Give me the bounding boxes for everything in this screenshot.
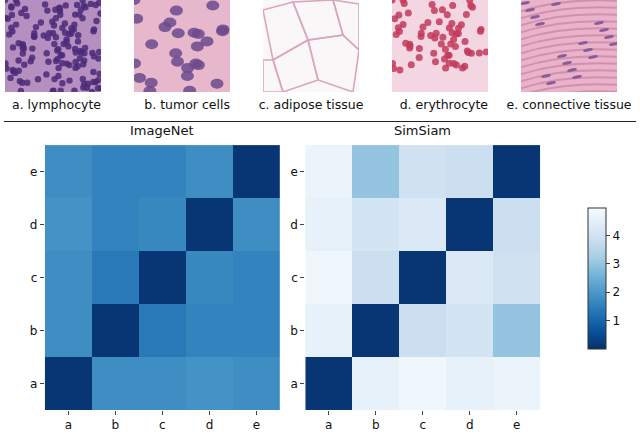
- svg-text:a: a: [30, 377, 37, 391]
- svg-text:b: b: [112, 418, 120, 432]
- svg-text:2: 2: [612, 285, 620, 299]
- svg-text:e: e: [290, 165, 297, 179]
- svg-text:ImageNet: ImageNet: [130, 123, 194, 138]
- svg-text:b: b: [372, 418, 380, 432]
- html-text:c. adipose tissue: c. adipose tissue: [258, 97, 364, 112]
- svg-text:c: c: [31, 271, 38, 285]
- svg-text:e: e: [30, 165, 37, 179]
- svg-text:3: 3: [612, 257, 620, 271]
- svg-text:c: c: [159, 418, 166, 432]
- html-text:b. tumor cells: b. tumor cells: [144, 97, 230, 112]
- svg-text:4: 4: [612, 229, 620, 243]
- html-text:d. erythrocyte: d. erythrocyte: [399, 97, 488, 112]
- svg-text:d: d: [466, 418, 474, 432]
- svg-text:b: b: [30, 324, 38, 338]
- html-text:a. lymphocyte: a. lymphocyte: [12, 97, 101, 112]
- svg-text:a: a: [65, 418, 72, 432]
- svg-text:e: e: [513, 418, 520, 432]
- svg-text:d: d: [206, 418, 214, 432]
- svg-text:a: a: [325, 418, 332, 432]
- svg-text:c: c: [419, 418, 426, 432]
- svg-text:e: e: [253, 418, 260, 432]
- svg-text:b: b: [290, 324, 298, 338]
- svg-text:1: 1: [612, 314, 620, 328]
- svg-text:a: a: [291, 377, 298, 391]
- svg-text:d: d: [290, 218, 298, 232]
- svg-text:c: c: [291, 271, 298, 285]
- html-text:e. connective tissue: e. connective tissue: [506, 97, 632, 112]
- svg-text:SimSiam: SimSiam: [394, 123, 451, 138]
- svg-text:d: d: [30, 218, 38, 232]
